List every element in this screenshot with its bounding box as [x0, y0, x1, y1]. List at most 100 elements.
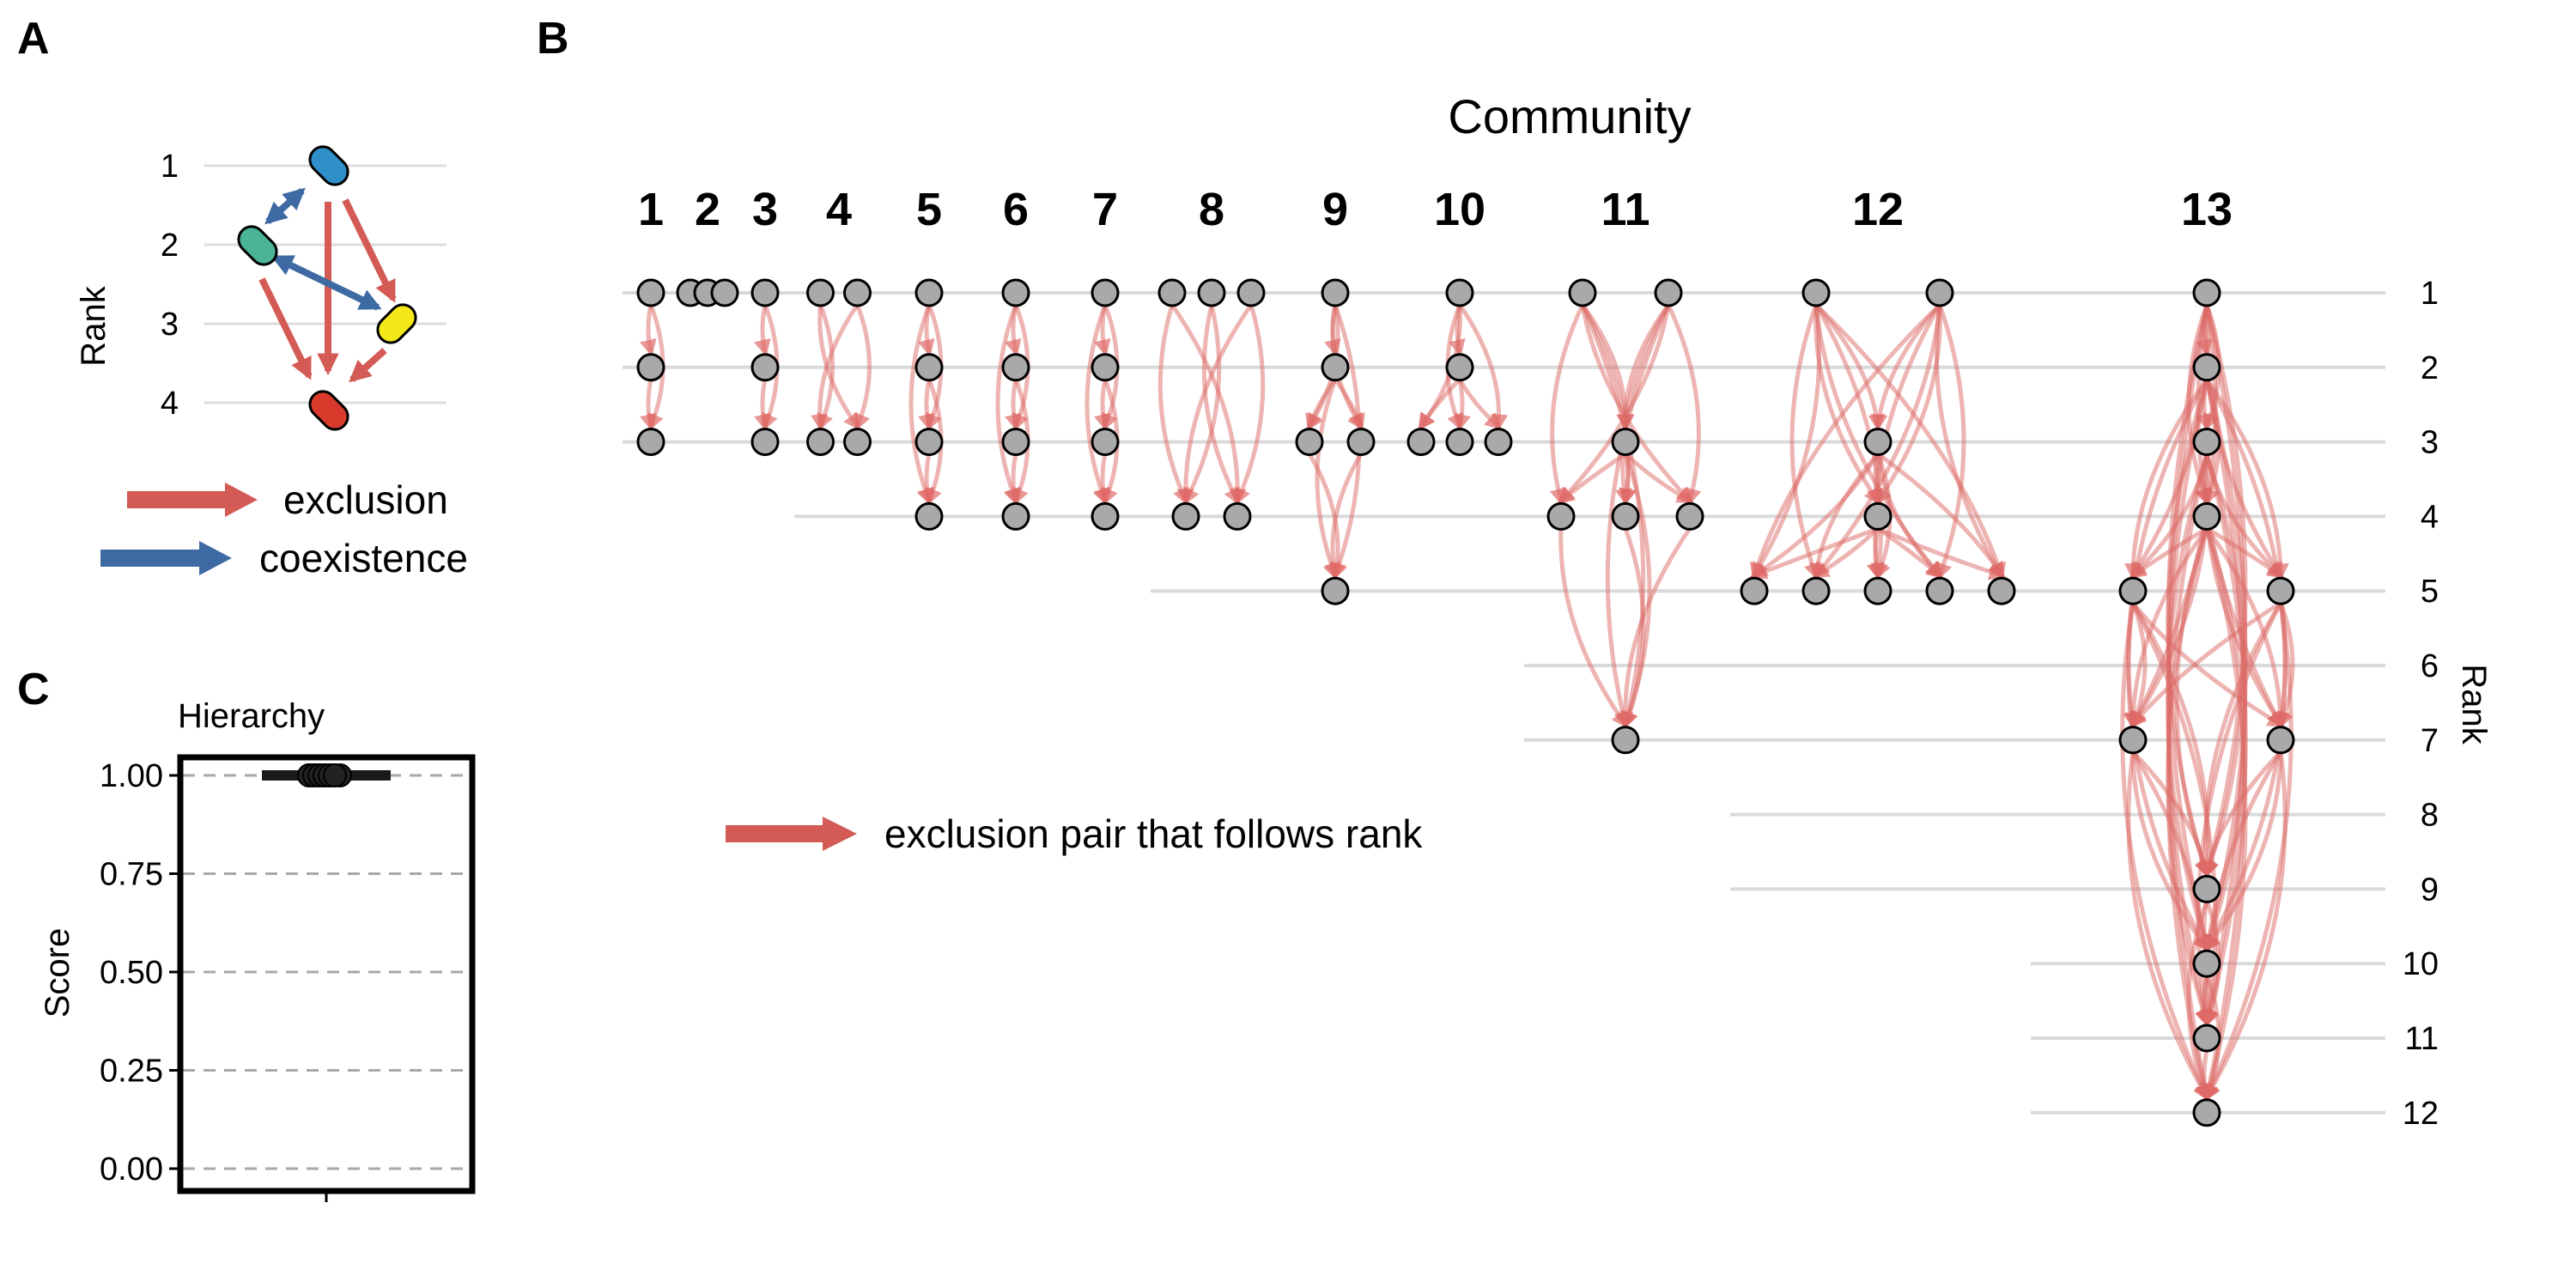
exclusion-edge: [2201, 750, 2282, 879]
exclusion-edge: [1808, 452, 1880, 581]
species-node: [1157, 278, 1187, 307]
species-node: [806, 428, 835, 457]
legend-follows-rank-label: exclusion pair that follows rank: [884, 811, 1423, 856]
species-node: [914, 353, 944, 382]
exclusion-edge: [1935, 304, 1966, 580]
species-node: [1740, 576, 1769, 605]
species-node: [1801, 576, 1831, 605]
panel-a-rank-tick: 4: [161, 386, 179, 422]
species-node: [636, 428, 665, 457]
species-node: [914, 428, 944, 457]
panel-b-rank-tick: 3: [2421, 425, 2439, 461]
panel-a-species: [237, 145, 417, 431]
community-label: 1: [638, 184, 664, 235]
panel-c-frame: [177, 754, 476, 1194]
exclusion-edge: [1811, 526, 1880, 579]
species-node: [1001, 353, 1030, 382]
exclusion-edge: [918, 379, 935, 432]
panel-c-ylabel: Score: [39, 928, 76, 1018]
legend-exclusion-arrowhead: [225, 483, 258, 517]
exclusion-edge: [1934, 304, 2005, 580]
species-node: [1223, 501, 1252, 531]
species-node: [1863, 501, 1893, 531]
exclusion-edge: [908, 304, 933, 507]
species-node: [1001, 278, 1030, 307]
exclusion-edge: [1094, 453, 1111, 507]
exclusion-edge: [1615, 303, 1671, 507]
species-node: [1484, 428, 1513, 457]
species-rank-4: [308, 390, 349, 431]
exclusion-edge: [640, 304, 657, 357]
panel-b-rank-label: Rank: [2455, 664, 2493, 744]
legend-coexistence-arrowhead: [199, 541, 232, 575]
exclusion-edge: [1666, 303, 1702, 507]
species-node: [1321, 278, 1350, 307]
exclusion-edge: [1751, 304, 1822, 580]
panel-c-ytick-label: 0.75: [100, 857, 163, 893]
panel-c-ytick-label: 0.25: [100, 1054, 163, 1090]
species-node: [1863, 428, 1893, 457]
exclusion-edge: [918, 453, 935, 507]
exclusion-edge: [1749, 526, 1879, 580]
panel-c-yticks: 0.00 0.25 0.50 0.75 1.00: [100, 758, 180, 1188]
exclusion-edge: [2204, 378, 2289, 581]
exclusion-edge: [1084, 304, 1109, 507]
panel-c: Hierarchy Score 0.00 0.25 0.50 0.75 1.00: [39, 697, 476, 1202]
community-label: 3: [752, 184, 778, 235]
exclusion-edge: [1558, 528, 1629, 729]
exclusion-arrow-1-3: [342, 198, 397, 303]
species-node: [2192, 353, 2221, 382]
exclusion-edge: [2131, 750, 2213, 879]
exclusion-edge: [1005, 379, 1022, 432]
panel-b-rank-tick: 10: [2403, 946, 2439, 982]
panel-b-rank-tick: 12: [2403, 1096, 2439, 1132]
exclusion-edge: [2196, 975, 2213, 1028]
species-node: [1197, 278, 1226, 307]
species-node: [1675, 501, 1704, 531]
exclusion-edge: [1814, 303, 2007, 580]
community-label: 4: [826, 184, 852, 235]
panel-b-species-nodes: [636, 278, 2295, 1127]
species-rank-2: [237, 225, 278, 266]
species-node: [2118, 576, 2148, 605]
species-node: [1654, 278, 1683, 307]
exclusion-edge: [1176, 303, 1254, 507]
species-node: [914, 278, 944, 307]
exclusion-edge: [1315, 378, 1340, 580]
species-node: [1611, 501, 1640, 531]
species-rank-3: [376, 303, 417, 344]
community-label: 11: [1601, 184, 1649, 235]
panel-b-exclusion-edges: [640, 303, 2295, 1103]
exclusion-edge: [2186, 900, 2211, 1103]
species-node: [750, 428, 780, 457]
species-node: [2192, 428, 2221, 457]
species-node: [2266, 576, 2295, 605]
panel-c-points: [262, 763, 391, 787]
species-node: [843, 278, 872, 307]
panel-b-legend: exclusion pair that follows rank: [726, 811, 1423, 856]
species-node: [1001, 501, 1030, 531]
species-node: [750, 353, 780, 382]
exclusion-edge: [2205, 526, 2285, 579]
panel-a-legend: exclusion coexistence: [100, 477, 468, 580]
species-node: [1568, 278, 1597, 307]
exclusion-edge: [2126, 751, 2209, 1103]
species-node: [1445, 428, 1474, 457]
exclusion-edge: [2129, 453, 2210, 729]
exclusion-arrow-2-4: [258, 277, 313, 380]
species-node: [2118, 726, 2148, 755]
panel-c-point: [323, 763, 347, 787]
exclusion-edge: [995, 304, 1020, 507]
panel-b-rank-tick: 11: [2405, 1021, 2439, 1057]
panel-c-label: C: [17, 665, 50, 714]
community-label: 6: [1003, 184, 1029, 235]
exclusion-edge: [1418, 378, 1461, 431]
coexistence-arrow-1-2: [264, 187, 306, 225]
exclusion-edge: [1621, 527, 1646, 730]
species-node: [1091, 428, 1120, 457]
exclusion-edge: [1867, 527, 1884, 581]
panel-c-ytick-label: 0.00: [100, 1151, 163, 1188]
species-node: [2192, 278, 2221, 307]
species-node: [1925, 278, 1954, 307]
